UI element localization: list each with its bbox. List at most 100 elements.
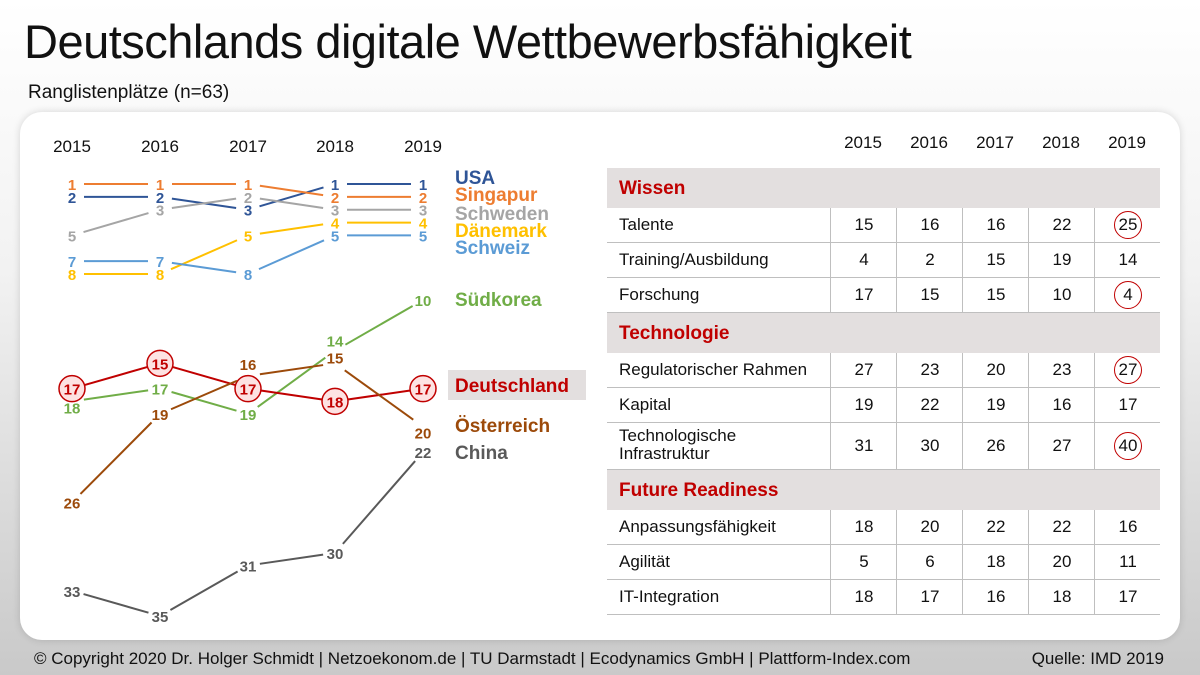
cell-value: 23	[920, 360, 940, 379]
highlight-marker	[321, 387, 349, 416]
table-year-label: 2019	[1108, 133, 1146, 152]
data-label: 5	[331, 228, 339, 245]
table-row: Forschung 17 15 15 10 4	[607, 278, 1160, 313]
data-label: 2	[156, 190, 164, 207]
highlight-marker	[146, 349, 174, 378]
legend-label: USA	[455, 168, 495, 189]
data-label: 26	[64, 495, 81, 512]
data-label: 5	[68, 228, 76, 245]
data-label: 33	[64, 584, 81, 601]
legend-label: Schweiz	[455, 238, 530, 259]
series-line-segment	[171, 391, 237, 412]
table-cell: 16	[962, 580, 1029, 614]
data-label: 31	[240, 559, 257, 576]
table-cell: 16	[896, 208, 963, 242]
page-subtitle: Ranglistenplätze (n=63)	[28, 82, 230, 103]
table-year-label: 2018	[1042, 133, 1080, 152]
table-row: Agilität 5 6 18 20 11	[607, 545, 1160, 580]
data-label: 2	[244, 190, 252, 207]
data-label: 17	[415, 382, 432, 399]
table-cell: 6	[896, 545, 963, 579]
cell-value: 26	[986, 436, 1006, 455]
series-line-segment	[171, 261, 237, 274]
row-label: IT-Integration	[619, 587, 720, 606]
table-cell: 18	[1028, 580, 1095, 614]
data-label: 4	[331, 216, 340, 233]
cell-value: 5	[859, 552, 869, 571]
table-cell: 20	[962, 353, 1029, 387]
series-line-segment	[259, 184, 324, 197]
table-cell: 22	[1028, 510, 1095, 544]
legend-label: China	[455, 443, 508, 464]
cell-value: 27	[1052, 436, 1072, 455]
series-line-segment	[83, 593, 149, 614]
series-line-segment	[342, 460, 416, 545]
cell-value: 10	[1052, 285, 1072, 304]
data-label: 18	[64, 400, 81, 417]
data-label: 1	[244, 177, 252, 194]
series-line-segment	[344, 369, 414, 421]
data-label: 1	[419, 177, 427, 194]
table-cell: 15	[962, 243, 1029, 277]
data-label: 8	[68, 267, 76, 284]
table-cell: 27	[1028, 423, 1095, 469]
table-cell: 15	[896, 278, 963, 312]
row-label: Regulatorischer Rahmen	[619, 360, 808, 379]
data-label: 15	[327, 350, 344, 367]
cell-value: 22	[920, 395, 940, 414]
series-line-segment	[170, 379, 238, 411]
cell-value: 4	[859, 250, 869, 269]
table-section-header: Technologie	[607, 313, 1160, 353]
cell-value: 16	[986, 587, 1006, 606]
legend-highlight-box	[448, 370, 586, 400]
cell-value: 20	[986, 360, 1006, 379]
data-label: 4	[419, 216, 428, 233]
cell-value: 19	[854, 395, 874, 414]
data-label: 35	[152, 609, 169, 626]
table-row: Talente 15 16 16 22 25	[607, 208, 1160, 243]
cell-value-highlighted: 40	[1095, 432, 1161, 460]
cell-value: 16	[986, 215, 1006, 234]
cell-value-highlighted: 27	[1095, 356, 1161, 384]
cell-value: 6	[925, 552, 935, 571]
table-cell: 20	[896, 510, 963, 544]
cell-value: 11	[1119, 552, 1137, 571]
legend-label: Schweden	[455, 204, 549, 225]
data-label: 17	[64, 382, 81, 399]
series-line-segment	[83, 389, 149, 401]
legend-label: Dänemark	[455, 221, 547, 242]
table-cell: 17	[830, 278, 897, 312]
series-line-segment	[259, 364, 324, 376]
data-label: 14	[327, 334, 344, 351]
cell-value: 15	[854, 215, 874, 234]
data-label: 7	[68, 254, 76, 271]
table-section-header: Wissen	[607, 168, 1160, 208]
table-cell: 19	[962, 388, 1029, 422]
table-cell: 18	[830, 510, 897, 544]
table-year-label: 2017	[976, 133, 1014, 152]
table-cell: 4	[830, 243, 897, 277]
table-row: Technologische Infrastruktur 31 30 26 27 40	[607, 423, 1160, 470]
section-title: Wissen	[619, 178, 686, 199]
series-line-segment	[344, 305, 414, 346]
data-label: 3	[244, 203, 252, 220]
data-label: 8	[156, 267, 164, 284]
highlight-marker	[409, 374, 437, 403]
cell-value: 15	[920, 285, 940, 304]
data-label: 16	[240, 357, 257, 374]
table-cell: 17	[1094, 388, 1161, 422]
x-tick-label: 2018	[316, 137, 354, 156]
row-label: Agilität	[619, 552, 671, 571]
table-cell: 30	[896, 423, 963, 469]
cell-value: 18	[986, 552, 1006, 571]
row-label: Talente	[619, 215, 674, 234]
table-cell: 27	[830, 353, 897, 387]
data-label: 10	[415, 293, 432, 310]
table-cell: 17	[896, 580, 963, 614]
table-cell: 18	[830, 580, 897, 614]
row-label: Technologische Infrastruktur	[619, 426, 737, 463]
table-row: IT-Integration 18 17 16 18 17	[607, 580, 1160, 615]
cell-value: 22	[1052, 215, 1072, 234]
series-line-segment	[259, 186, 324, 208]
row-label: Forschung	[619, 285, 700, 304]
